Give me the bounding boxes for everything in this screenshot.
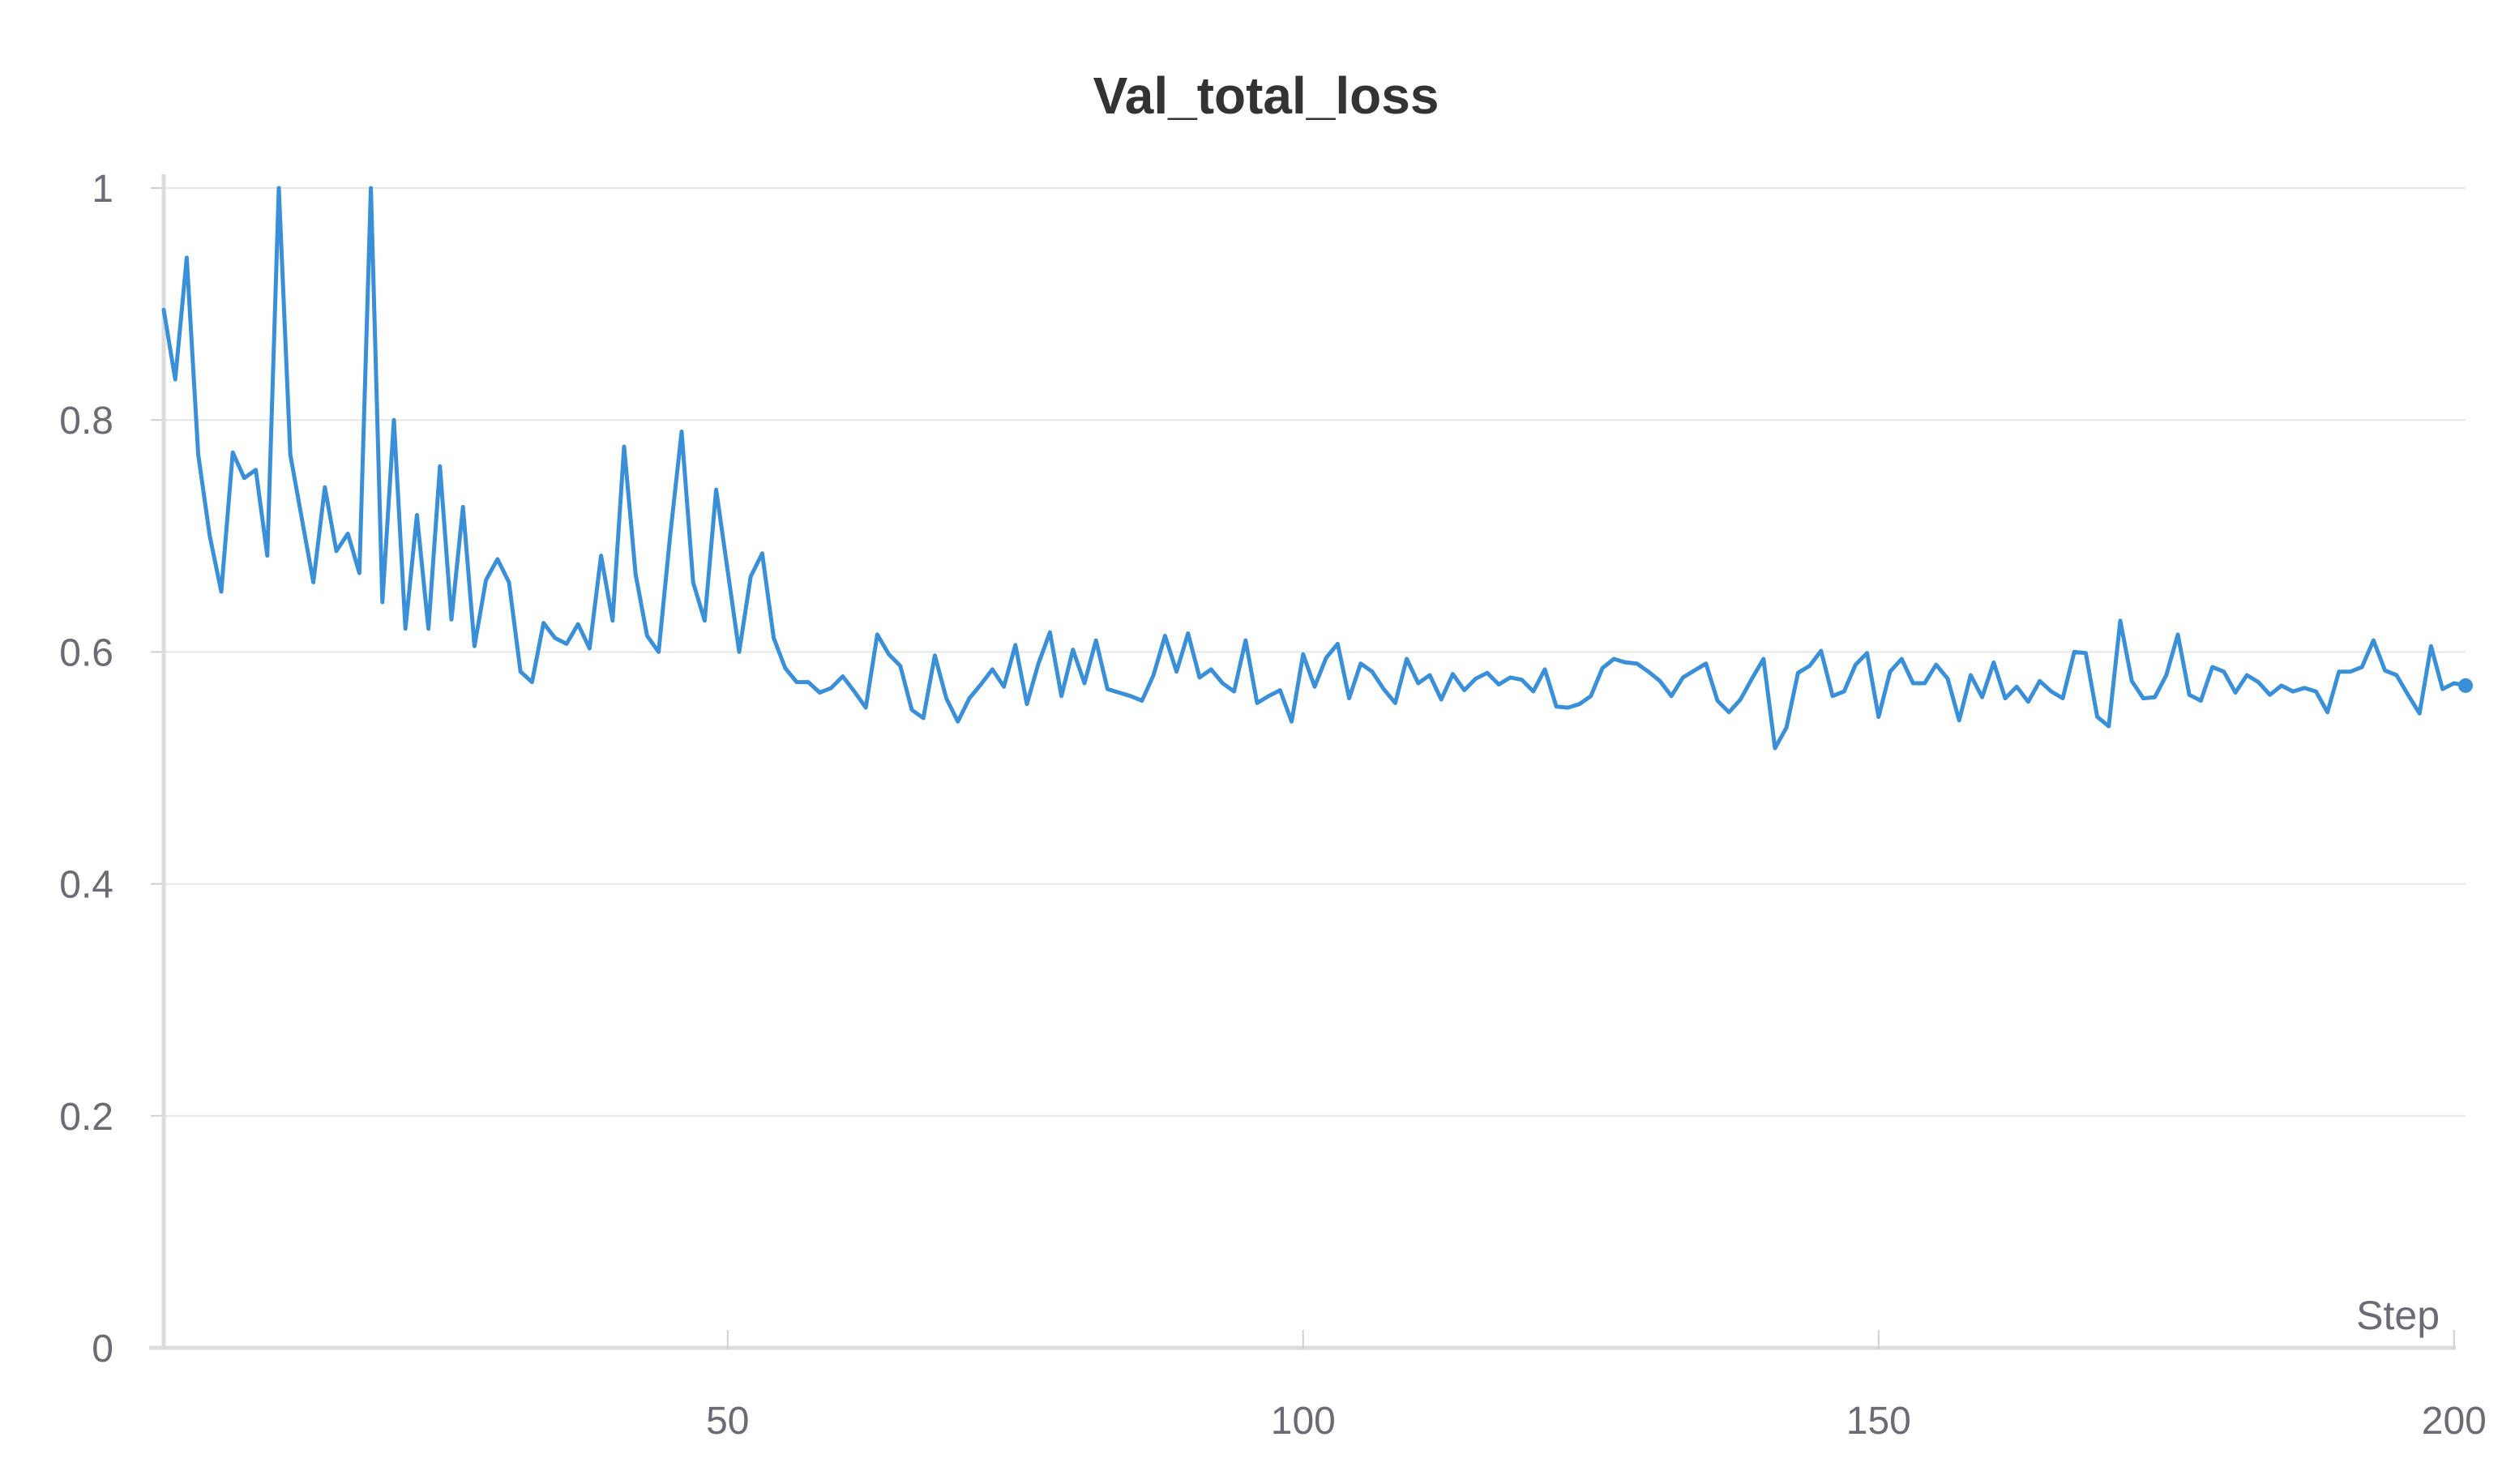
x-tick-label: 150 — [1846, 1400, 1911, 1443]
series-layer — [161, 186, 2473, 751]
y-tick-label: 0.8 — [59, 400, 113, 443]
x-tick-label: 200 — [2422, 1400, 2487, 1443]
y-tick-label: 1 — [92, 168, 113, 211]
x-axis-title: Step — [2356, 1293, 2440, 1338]
series-line — [161, 186, 2468, 751]
series-end-point — [2458, 678, 2473, 693]
axes — [149, 174, 2456, 1350]
x-tick-label: 50 — [706, 1400, 749, 1443]
chart-title: Val_total_loss — [1093, 66, 1439, 125]
y-tick-label: 0.6 — [59, 631, 113, 674]
y-tick-label: 0.2 — [59, 1096, 113, 1139]
y-tick-label: 0 — [92, 1328, 113, 1371]
y-tick-label: 0.4 — [59, 864, 113, 907]
x-tick-label: 100 — [1271, 1400, 1336, 1443]
gridlines — [164, 187, 2466, 1117]
